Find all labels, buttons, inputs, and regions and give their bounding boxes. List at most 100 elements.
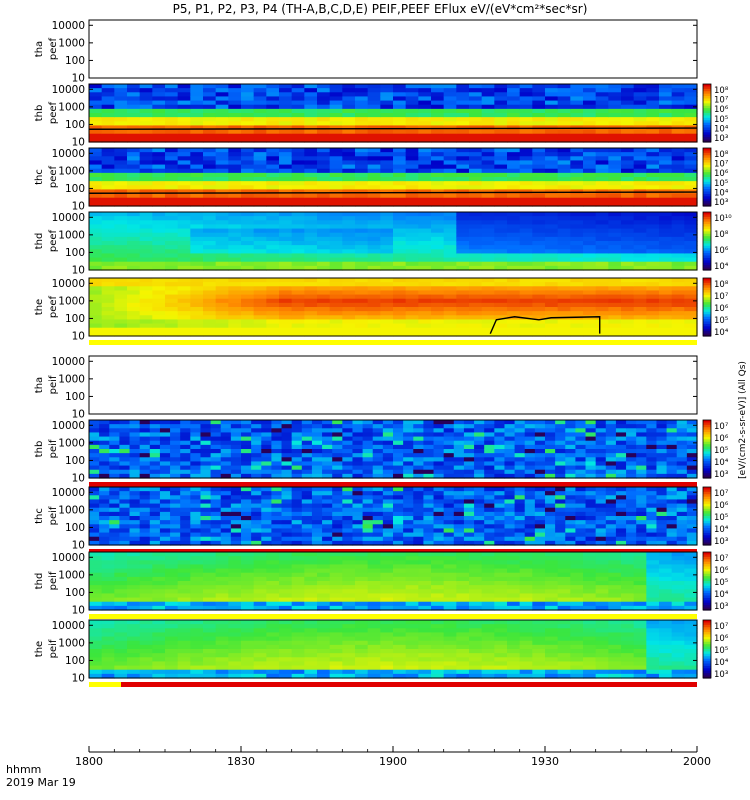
heatmap-cell	[203, 327, 217, 333]
heatmap-cell	[405, 216, 419, 221]
heatmap-cell	[405, 253, 419, 259]
heatmap-cell	[279, 593, 293, 599]
heatmap-cell	[519, 302, 533, 308]
heatmap-cell	[494, 465, 506, 471]
heatmap-cell	[291, 125, 305, 131]
heatmap-cell	[203, 556, 217, 561]
heatmap-cell	[585, 503, 597, 509]
heatmap-cell	[671, 181, 685, 186]
heatmap-cell	[89, 189, 103, 195]
heatmap-cell	[494, 524, 506, 530]
heatmap-cell	[281, 532, 293, 538]
heatmap-cell	[469, 253, 483, 259]
heatmap-cell	[636, 503, 647, 509]
heatmap-cell	[177, 137, 191, 143]
heatmap-cell	[456, 298, 470, 304]
heatmap-cell	[220, 457, 232, 463]
heatmap-cell	[215, 121, 229, 127]
heatmap-cell	[89, 181, 103, 186]
heatmap-cell	[575, 465, 587, 471]
heatmap-cell	[215, 137, 229, 143]
heatmap-cell	[266, 241, 280, 246]
heatmap-cell	[507, 193, 521, 199]
heatmap-cell	[177, 605, 191, 611]
heatmap-cell	[474, 536, 485, 542]
heatmap-cell	[481, 96, 495, 102]
heatmap-cell	[494, 113, 508, 118]
heatmap-cell	[139, 585, 153, 590]
heatmap-cell	[329, 560, 343, 566]
heatmap-cell	[149, 457, 161, 463]
heatmap-cell	[101, 597, 115, 603]
heatmap-cell	[671, 228, 685, 234]
heatmap-cell	[605, 491, 617, 496]
heatmap-cell	[659, 201, 673, 207]
heatmap-cell	[615, 444, 627, 450]
heatmap-cell	[109, 524, 120, 530]
heatmap-cell	[646, 307, 660, 312]
heatmap-cell	[101, 556, 115, 561]
heatmap-cell	[271, 424, 283, 429]
heatmap-cell	[393, 524, 404, 530]
heatmap-cell	[190, 232, 204, 238]
heatmap-cell	[266, 92, 280, 98]
heatmap-cell	[666, 532, 678, 538]
heatmap-cell	[532, 323, 546, 329]
heatmap-cell	[352, 436, 364, 442]
heatmap-cell	[575, 536, 587, 542]
heatmap-cell	[382, 503, 394, 509]
heatmap-cell	[251, 511, 262, 517]
heatmap-cell	[177, 88, 191, 93]
heatmap-cell	[615, 540, 627, 546]
heatmap-cell	[443, 511, 455, 517]
heatmap-cell	[555, 536, 566, 542]
heatmap-cell	[583, 241, 597, 246]
heatmap-cell	[210, 487, 222, 492]
heatmap-cell	[210, 469, 222, 475]
heatmap-cell	[281, 487, 293, 492]
heatmap-cell	[666, 503, 678, 509]
heatmap-cell	[380, 302, 394, 308]
heatmap-cell	[119, 491, 131, 496]
heatmap-cell	[367, 298, 381, 304]
heatmap-cell	[101, 294, 115, 300]
heatmap-cell	[266, 137, 280, 143]
heatmap-cell	[372, 503, 384, 509]
heatmap-cell	[532, 177, 546, 182]
heatmap-cell	[418, 298, 432, 304]
heatmap-cell	[433, 532, 445, 538]
heatmap-cell	[281, 473, 293, 479]
colorbar-tick-label: 10⁵	[714, 179, 728, 189]
heatmap-cell	[456, 290, 470, 296]
y-tick-label: 100	[65, 183, 85, 195]
heatmap-cell	[570, 282, 584, 287]
heatmap-cell	[453, 469, 465, 475]
heatmap-cell	[382, 436, 394, 442]
heatmap-cell	[605, 473, 617, 479]
heatmap-cell	[342, 177, 356, 182]
heatmap-cell	[352, 461, 364, 467]
heatmap-cell	[139, 572, 153, 578]
heatmap-cell	[228, 193, 242, 199]
heatmap-cell	[583, 298, 597, 304]
heatmap-cell	[646, 516, 658, 521]
heatmap-cell	[261, 520, 272, 525]
heatmap-cell	[311, 440, 323, 446]
heatmap-cell	[228, 189, 242, 195]
heatmap-cell	[165, 92, 179, 98]
heatmap-cell	[139, 520, 151, 525]
heatmap-cell	[405, 294, 419, 300]
heatmap-cell	[342, 528, 354, 534]
heatmap-cell	[481, 220, 495, 226]
heatmap-cell	[626, 511, 637, 517]
heatmap-cell	[393, 265, 407, 271]
heatmap-cell	[129, 487, 141, 492]
heatmap-cell	[405, 232, 419, 238]
colorbar-swatch	[703, 219, 711, 223]
heatmap-cell	[403, 491, 414, 496]
heatmap-cell	[532, 100, 546, 106]
heatmap-cell	[423, 532, 435, 538]
heatmap-cell	[332, 453, 343, 458]
heatmap-cell	[595, 491, 607, 496]
heatmap-cell	[180, 495, 191, 501]
